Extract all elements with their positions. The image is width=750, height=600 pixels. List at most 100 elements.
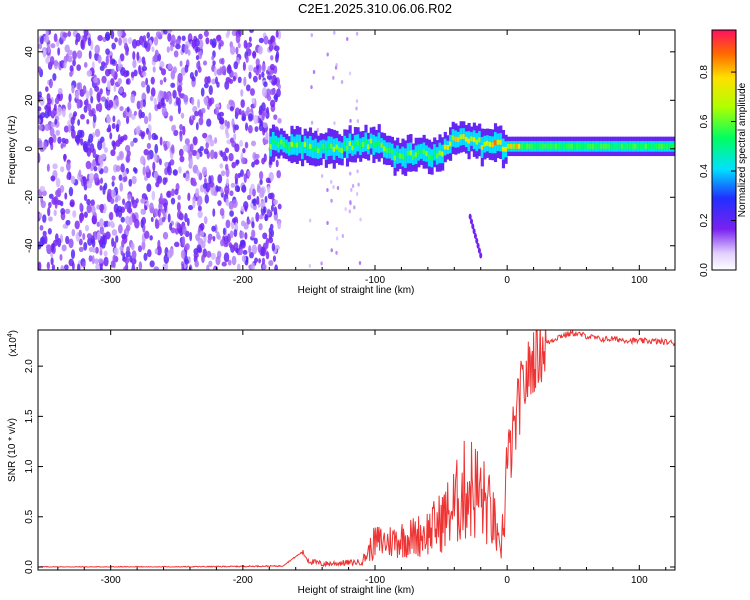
noise-cell	[175, 96, 179, 106]
snr-scale-label: (x104)	[7, 330, 19, 357]
noise-cell	[197, 66, 202, 73]
noise-cell	[102, 141, 106, 150]
snr-series-line	[38, 330, 675, 568]
signal-band-core	[660, 143, 664, 149]
noise-cell	[142, 99, 147, 108]
noise-cell	[74, 134, 81, 143]
noise-cell	[80, 138, 84, 146]
signal-band-core	[665, 143, 669, 149]
noise-cell	[70, 249, 76, 260]
noise-cell	[312, 69, 316, 74]
noise-cell	[174, 241, 180, 248]
noise-cell	[90, 205, 96, 214]
noise-cell	[215, 76, 218, 85]
noise-cell	[118, 174, 123, 181]
noise-cell	[261, 87, 267, 98]
noise-cell	[349, 118, 352, 123]
noise-cell	[262, 232, 268, 240]
noise-cell	[146, 154, 151, 161]
noise-cell	[357, 182, 360, 187]
noise-cell	[355, 106, 358, 111]
noise-cell	[105, 220, 109, 228]
noise-cell	[82, 85, 87, 95]
signal-band-core	[311, 146, 315, 152]
noise-cell	[118, 37, 123, 46]
signal-band-core	[435, 153, 439, 159]
signal-band-core	[509, 143, 513, 149]
noise-cell	[104, 31, 111, 41]
signal-band-core	[607, 143, 611, 149]
noise-cell	[164, 202, 168, 212]
noise-cell	[140, 198, 146, 204]
noise-cell	[222, 151, 227, 162]
noise-cell	[106, 127, 112, 133]
signal-band-core	[364, 139, 368, 145]
noise-cell	[215, 34, 222, 42]
noise-cell	[227, 259, 232, 266]
noise-cell	[256, 195, 260, 205]
noise-cell	[197, 98, 200, 109]
noise-cell	[359, 217, 362, 222]
noise-cell	[67, 101, 72, 111]
noise-cell	[196, 200, 201, 207]
noise-cell	[50, 243, 54, 253]
signal-band-core	[623, 143, 627, 149]
signal-band-core	[486, 140, 490, 146]
noise-cell	[39, 185, 46, 192]
signal-band-core	[438, 150, 442, 156]
signal-band-core	[520, 143, 524, 149]
noise-cell	[76, 263, 81, 270]
noise-cell	[118, 57, 122, 67]
noise-cell	[123, 42, 129, 51]
noise-cell	[154, 143, 159, 154]
noise-cell	[105, 55, 109, 66]
signal-band-core	[287, 146, 291, 152]
noise-cell	[45, 86, 49, 92]
noise-cell	[90, 199, 95, 207]
noise-cell	[340, 79, 344, 84]
noise-cell	[125, 144, 131, 153]
signal-band-core	[398, 153, 402, 159]
noise-cell	[111, 58, 116, 65]
signal-band-core	[615, 143, 619, 149]
noise-cell	[93, 77, 98, 84]
noise-cell	[56, 38, 60, 48]
noise-cell	[172, 124, 177, 131]
noise-cell	[356, 119, 360, 124]
noise-cell	[210, 252, 216, 260]
noise-cell	[206, 250, 212, 258]
noise-cell	[273, 206, 278, 216]
noise-cell	[272, 255, 277, 263]
noise-cell	[229, 190, 234, 197]
noise-cell	[119, 53, 125, 62]
signal-band-core	[348, 141, 352, 146]
noise-cell	[251, 221, 255, 229]
noise-cell	[219, 124, 225, 130]
noise-cell	[51, 264, 56, 270]
noise-cell	[85, 98, 89, 109]
noise-cell	[258, 170, 264, 180]
noise-cell	[43, 35, 50, 43]
noise-cell	[38, 153, 41, 163]
noise-cell	[253, 159, 260, 165]
noise-cell	[194, 69, 198, 77]
noise-cell	[198, 33, 203, 40]
noise-cell	[332, 185, 335, 190]
signal-band-core	[467, 138, 471, 144]
noise-cell	[109, 211, 114, 221]
noise-cell	[224, 163, 229, 171]
noise-cell	[263, 139, 269, 145]
noise-cell	[53, 209, 57, 217]
noise-cell	[159, 61, 165, 68]
signal-band-core	[583, 143, 587, 149]
noise-cell	[223, 252, 230, 263]
noise-cell	[43, 140, 47, 150]
noise-cell	[240, 89, 244, 97]
noise-cell	[194, 38, 200, 47]
noise-cell	[69, 199, 75, 208]
noise-cell	[146, 142, 152, 150]
signal-band-core	[512, 143, 516, 149]
signal-band-core	[277, 142, 281, 148]
noise-cell	[72, 50, 77, 61]
x-tick-label: -300	[101, 575, 121, 586]
